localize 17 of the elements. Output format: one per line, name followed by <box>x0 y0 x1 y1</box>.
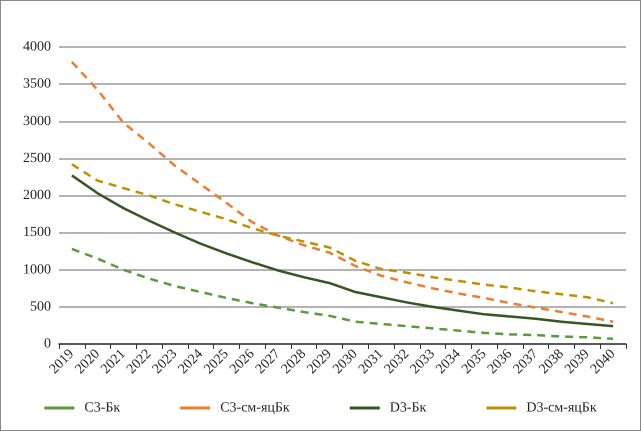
line-series <box>70 60 614 323</box>
line-series <box>70 248 614 340</box>
line-series <box>70 163 614 304</box>
y-tick-label: 3000 <box>23 114 51 129</box>
y-tick-label: 1500 <box>23 225 51 240</box>
legend-label: D3-см-яцБк <box>526 400 597 416</box>
line-series <box>70 174 614 328</box>
y-tick-label: 500 <box>30 299 51 314</box>
y-tick-label: 2500 <box>23 150 51 166</box>
legend-label: C3-Бк <box>84 400 120 416</box>
y-tick-label: 3500 <box>23 76 51 92</box>
y-tick-label: 1000 <box>23 262 51 278</box>
legend-label: C3-см-яцБк <box>220 400 290 416</box>
legend-label: D3-Бк <box>390 400 427 416</box>
y-tick-label: 0 <box>44 336 51 352</box>
y-tick-label: 4000 <box>23 40 51 54</box>
y-tick-label: 2000 <box>23 188 51 203</box>
